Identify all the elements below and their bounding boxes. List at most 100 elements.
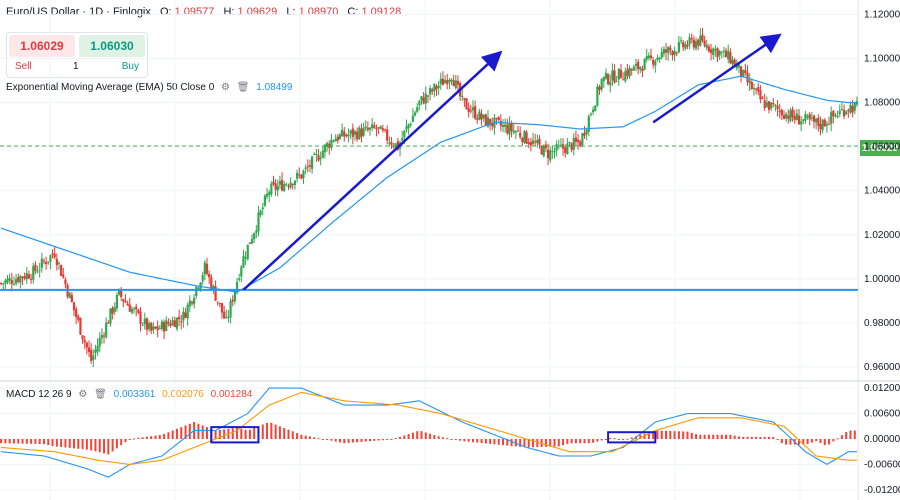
candle-body — [832, 110, 835, 117]
macd-histogram-bar — [287, 429, 290, 439]
settings-icon[interactable]: ⚙ — [78, 389, 88, 400]
candle-body — [855, 101, 859, 105]
candle-body — [147, 323, 151, 330]
trash-icon[interactable]: 🗑 — [94, 389, 107, 400]
macd-histogram-bar — [8, 439, 11, 444]
candle-body — [326, 143, 329, 147]
candle-body — [737, 64, 741, 68]
candle-body — [137, 309, 140, 313]
candle-body — [257, 212, 260, 232]
candle-body — [405, 126, 408, 130]
candle-body — [274, 183, 277, 190]
quantity-field[interactable]: 1 — [73, 61, 79, 72]
macd-histogram-bar — [467, 439, 470, 442]
macd-histogram-bar — [647, 432, 650, 439]
macd-histogram-bar — [819, 439, 822, 444]
macd-histogram-bar — [502, 439, 505, 446]
macd-histogram-bar — [433, 434, 436, 439]
candle-body — [521, 137, 524, 142]
macd-histogram-bar — [579, 439, 582, 444]
macd-histogram-bar — [214, 430, 217, 439]
candle-body — [830, 112, 833, 124]
candle-body — [546, 149, 550, 159]
candle-body — [489, 118, 492, 126]
macd-histogram-bar — [90, 439, 93, 451]
macd-histogram-bar — [231, 428, 234, 439]
macd-histogram-bar — [321, 439, 324, 440]
candle-body — [128, 304, 131, 312]
candle-body — [785, 113, 788, 119]
macd-histogram-bar — [253, 427, 256, 439]
candle-body — [624, 71, 627, 81]
open-value: 1.09577 — [174, 6, 215, 18]
macd-histogram-bar — [21, 439, 24, 444]
candle-body — [334, 138, 337, 142]
macd-histogram-bar — [150, 436, 153, 439]
candle-body — [615, 81, 618, 83]
buy-button[interactable]: 1.06030 — [79, 35, 145, 57]
candle-body — [6, 278, 9, 283]
candle-body — [482, 114, 485, 119]
candle-body — [418, 100, 421, 106]
candle-body — [441, 78, 445, 86]
candle-body — [186, 304, 189, 319]
candle-body — [821, 119, 824, 131]
sell-button[interactable]: 1.06029 — [9, 35, 75, 57]
macd-histogram-bar — [806, 439, 809, 444]
candle-body — [568, 141, 571, 143]
candle-body — [353, 131, 357, 135]
candle-body — [313, 153, 316, 155]
candle-body — [424, 93, 427, 104]
candle-body — [416, 107, 419, 112]
macd-histogram-bar — [476, 439, 479, 443]
candle-body — [321, 150, 324, 158]
macd-histogram-bar — [686, 431, 689, 439]
candle-body — [366, 127, 369, 130]
settings-icon[interactable]: ⚙ — [221, 82, 231, 93]
candle-body — [684, 44, 687, 49]
candle-body — [347, 134, 350, 137]
macd-histogram-bar — [81, 439, 84, 450]
macd-histogram-bar — [746, 436, 749, 439]
macd-histogram-bar — [587, 439, 590, 444]
symbol-title[interactable]: Euro/US Dollar · 1D · Finlogix — [6, 6, 151, 18]
macd-histogram-bar — [596, 439, 599, 442]
candle-body — [471, 107, 475, 111]
candle-body — [594, 105, 597, 112]
macd-histogram-bar — [240, 428, 243, 439]
trash-icon[interactable]: 🗑 — [236, 82, 250, 93]
candle-body — [201, 275, 204, 282]
candle-body — [150, 322, 153, 331]
candle-body — [561, 144, 565, 149]
candle-body — [671, 51, 674, 56]
macd-histogram-bar — [780, 439, 783, 444]
candle-body — [386, 129, 389, 141]
candle-body — [381, 128, 384, 131]
candle-body — [338, 134, 342, 139]
macd-histogram-bar — [205, 427, 208, 439]
macd-histogram-bar — [124, 439, 127, 443]
sell-label[interactable]: Sell — [15, 61, 32, 72]
candle-body — [688, 37, 691, 45]
candle-body — [849, 104, 852, 113]
macd-histogram-bar — [201, 425, 204, 439]
candle-body — [135, 306, 138, 310]
macd-name: MACD 12 26 9 — [6, 389, 72, 400]
candle-body — [667, 47, 670, 54]
candle-body — [160, 321, 164, 329]
candle-body — [205, 263, 209, 274]
candle-body — [714, 49, 717, 51]
buy-label[interactable]: Buy — [121, 61, 139, 72]
close-value: 1.09128 — [361, 6, 402, 18]
macd-histogram-bar — [536, 439, 539, 448]
candle-body — [712, 48, 715, 55]
candle-body — [216, 301, 219, 303]
candle-body — [542, 145, 545, 157]
y-tick-label: 1.00000 — [864, 274, 900, 285]
candle-body — [242, 256, 245, 268]
macd-histogram-bar — [115, 439, 118, 449]
macd-histogram-bar — [583, 439, 586, 444]
candle-body — [733, 59, 736, 67]
